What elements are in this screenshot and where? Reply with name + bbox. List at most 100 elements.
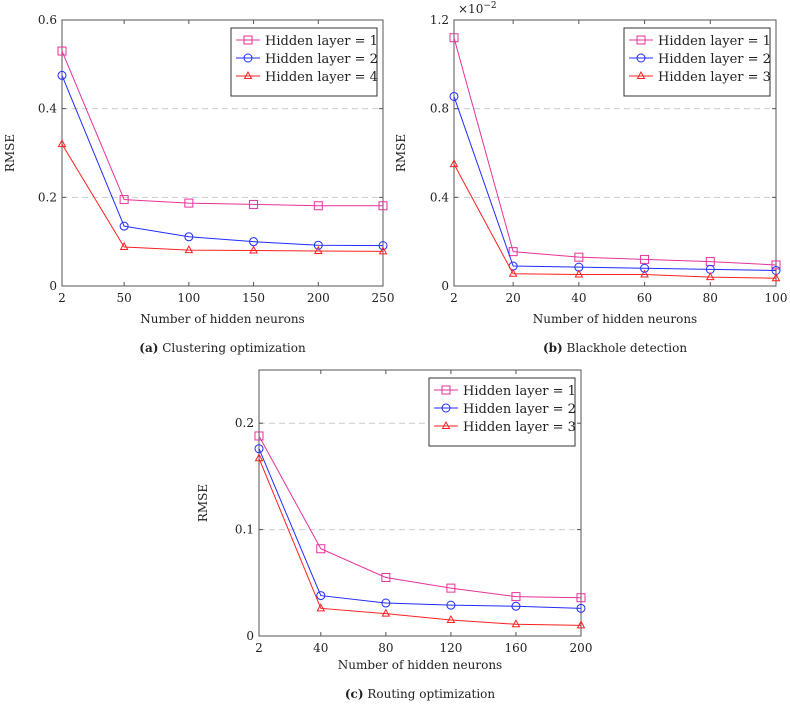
series-1 <box>449 91 781 275</box>
plot-frame <box>258 369 582 637</box>
data-point <box>640 269 649 278</box>
data-point <box>184 232 194 242</box>
data-point <box>254 444 264 454</box>
x-tick-label: 150 <box>242 291 265 305</box>
caption-label: (a) <box>139 341 158 355</box>
data-point <box>249 245 258 254</box>
data-point <box>381 598 391 608</box>
data-point <box>446 600 456 610</box>
x-tick-label: 50 <box>116 291 131 305</box>
x-tick-label: 40 <box>571 291 586 305</box>
y-axis-label: RMSE <box>3 134 17 172</box>
legend-marker <box>636 53 646 63</box>
legend-marker <box>243 70 253 79</box>
caption-label: (b) <box>543 341 563 355</box>
x-tick-label: 200 <box>307 291 330 305</box>
series-0 <box>254 431 586 603</box>
caption-text: Blackhole detection <box>563 341 688 355</box>
series-line <box>258 435 582 599</box>
data-point <box>576 603 586 613</box>
legend-box <box>428 377 576 447</box>
legend-marker <box>243 35 253 45</box>
plot-frame <box>453 19 777 287</box>
series-2 <box>449 159 781 282</box>
legend-label: Hidden layer = 2 <box>463 402 576 417</box>
y-tick-label: 0.4 <box>38 102 57 116</box>
data-point <box>184 245 194 254</box>
y-tick-label: 0.8 <box>430 102 449 116</box>
series-line <box>61 143 384 252</box>
y-axis-label: RMSE <box>394 134 408 172</box>
data-point <box>511 619 521 628</box>
data-point <box>119 221 129 231</box>
x-tick-label: 100 <box>177 291 200 305</box>
data-point <box>576 620 586 629</box>
data-point <box>449 33 459 43</box>
data-point <box>446 583 456 593</box>
data-point <box>249 199 259 209</box>
series-line <box>61 75 384 247</box>
caption-label: (c) <box>345 687 364 701</box>
x-tick-label: 80 <box>703 291 718 305</box>
data-point <box>574 252 584 262</box>
x-tick-label: 100 <box>765 291 788 305</box>
y-tick-label: 0.6 <box>38 13 57 27</box>
y-tick-label: 1.2 <box>430 13 449 27</box>
x-axis-label: Number of hidden neurons <box>338 658 502 672</box>
data-point <box>449 91 459 101</box>
legend-marker <box>636 70 646 79</box>
legend-label: Hidden layer = 3 <box>463 420 576 435</box>
series-1 <box>254 444 586 613</box>
y-scale-exponent: −2 <box>483 1 496 11</box>
data-point <box>313 245 323 254</box>
legend-label: Hidden layer = 3 <box>658 70 771 85</box>
series-2 <box>254 453 586 629</box>
data-point <box>316 591 326 601</box>
legend: Hidden layer = 1 Hidden layer = 2 Hidden l… <box>623 27 771 97</box>
legend-box <box>230 27 378 97</box>
data-point <box>313 240 323 250</box>
caption: (c) Routing optimization <box>345 687 496 701</box>
series-line <box>453 163 777 279</box>
caption: (a) Clustering optimization <box>139 341 306 355</box>
legend-marker <box>441 403 451 413</box>
x-tick-label: 2 <box>450 291 458 305</box>
data-point <box>254 453 264 462</box>
data-point <box>313 201 323 211</box>
data-point <box>511 601 521 611</box>
legend-marker <box>441 385 451 395</box>
series-line <box>453 37 777 266</box>
series-line <box>258 458 582 626</box>
x-tick-label: 40 <box>313 641 328 655</box>
legend-label: Hidden layer = 1 <box>265 34 378 49</box>
data-point <box>508 268 518 277</box>
x-axis-label: Number of hidden neurons <box>533 312 697 326</box>
data-point <box>576 593 586 603</box>
x-tick-label: 120 <box>439 641 462 655</box>
legend-label: Hidden layer = 1 <box>658 34 771 49</box>
series-0 <box>57 46 388 211</box>
x-tick-label: 60 <box>637 291 652 305</box>
x-tick-label: 160 <box>504 641 527 655</box>
data-point <box>119 241 129 250</box>
x-tick-label: 2 <box>255 641 263 655</box>
data-point <box>381 572 391 582</box>
data-point <box>57 70 67 80</box>
data-point <box>316 603 326 612</box>
data-point <box>254 431 264 441</box>
series-line <box>453 96 777 271</box>
legend: Hidden layer = 1 Hidden layer = 2 Hidden l… <box>428 377 576 447</box>
series-line <box>258 448 582 609</box>
data-point <box>381 608 391 617</box>
series-line <box>61 50 383 207</box>
y-tick-label: 0.2 <box>235 416 254 430</box>
x-tick-label: 2 <box>58 291 66 305</box>
x-tick-label: 20 <box>506 291 521 305</box>
y-tick-label: 0 <box>246 629 254 643</box>
legend-label: Hidden layer = 4 <box>265 70 378 85</box>
data-point <box>508 247 518 257</box>
y-scale-label: ×10−2 <box>458 1 497 16</box>
data-point <box>705 272 715 281</box>
